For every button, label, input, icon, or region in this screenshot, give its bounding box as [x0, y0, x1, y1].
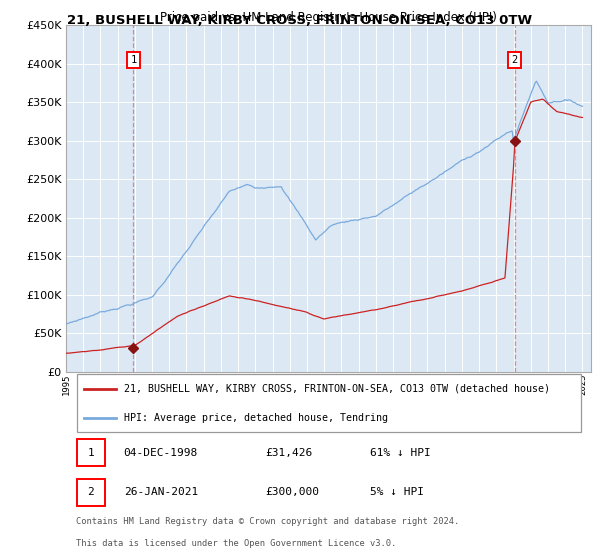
Text: 61% ↓ HPI: 61% ↓ HPI [371, 448, 431, 458]
Text: 2: 2 [88, 487, 94, 497]
FancyBboxPatch shape [77, 479, 106, 506]
Text: 1: 1 [88, 448, 94, 458]
Text: £300,000: £300,000 [265, 487, 320, 497]
Text: 04-DEC-1998: 04-DEC-1998 [124, 448, 198, 458]
Text: 26-JAN-2021: 26-JAN-2021 [124, 487, 198, 497]
Text: HPI: Average price, detached house, Tendring: HPI: Average price, detached house, Tend… [124, 413, 388, 423]
Text: Contains HM Land Registry data © Crown copyright and database right 2024.: Contains HM Land Registry data © Crown c… [77, 517, 460, 526]
Text: 1: 1 [130, 55, 137, 65]
Text: 2: 2 [512, 55, 518, 65]
FancyBboxPatch shape [77, 374, 581, 432]
Text: 21, BUSHELL WAY, KIRBY CROSS, FRINTON-ON-SEA, CO13 0TW (detached house): 21, BUSHELL WAY, KIRBY CROSS, FRINTON-ON… [124, 384, 550, 394]
Text: This data is licensed under the Open Government Licence v3.0.: This data is licensed under the Open Gov… [77, 539, 397, 548]
FancyBboxPatch shape [77, 439, 106, 466]
Text: £31,426: £31,426 [265, 448, 313, 458]
Text: 5% ↓ HPI: 5% ↓ HPI [371, 487, 425, 497]
Title: Price paid vs. HM Land Registry's House Price Index (HPI): Price paid vs. HM Land Registry's House … [160, 11, 497, 24]
Text: 21, BUSHELL WAY, KIRBY CROSS, FRINTON-ON-SEA, CO13 0TW: 21, BUSHELL WAY, KIRBY CROSS, FRINTON-ON… [67, 14, 533, 27]
